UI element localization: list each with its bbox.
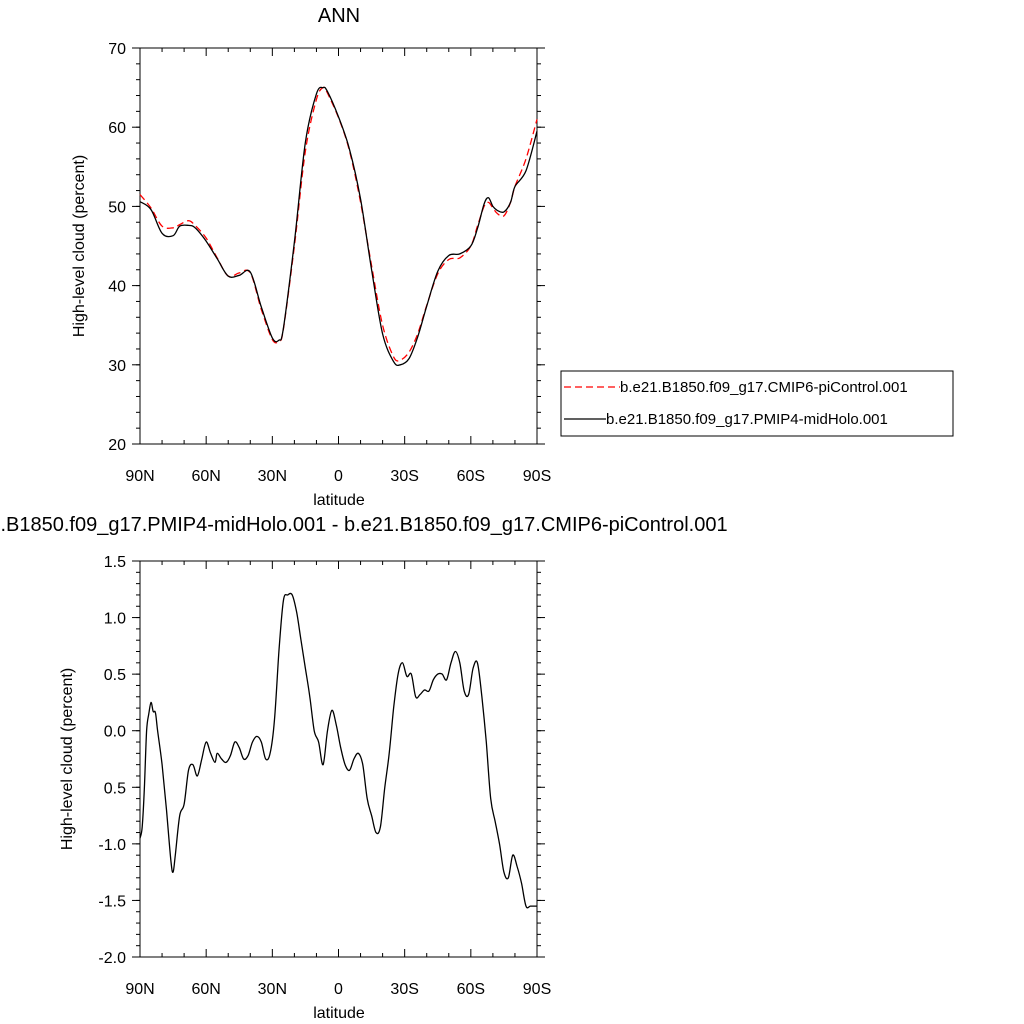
x-tick-label: 90N [125,981,154,998]
legend-box [560,370,954,437]
x-tick-label: 60S [457,981,485,998]
y-tick-label: 60 [108,120,126,137]
top-x-axis-label: latitude [313,492,365,509]
x-tick-label: 30S [390,468,418,485]
x-tick-label: 30N [258,468,287,485]
top-panel: ANN 90N 60N 30N 0 30S 60S 90S 20 30 40 50 60 70 lati… [71,5,954,509]
x-tick-label: 60S [457,468,485,485]
series-line-0-0 [139,86,538,362]
top-plot-frame [139,47,538,445]
x-tick-label: 0 [334,981,343,998]
y-tick-label: 0.5 [104,667,126,684]
bottom-x-axis-label: latitude [313,1005,365,1022]
y-tick-label: -1.0 [98,837,126,854]
y-tick-label: 0.0 [104,724,126,741]
series-line-0-1 [139,86,538,367]
y-tick-label: 30 [108,358,126,375]
x-tick-label: 90N [125,468,154,485]
x-tick-label: 60N [191,468,220,485]
top-chart-title: ANN [318,5,360,27]
x-tick-label: 0 [334,468,343,485]
x-tick-label: 90S [523,981,551,998]
x-tick-label: 30N [258,981,287,998]
bottom-plot-frame [139,560,538,958]
y-tick-label: 1.0 [104,611,126,628]
y-tick-label: 70 [108,41,126,58]
x-tick-label: 30S [390,981,418,998]
bottom-y-axis-label: High-level cloud (percent) [59,668,76,850]
x-tick-label: 90S [523,468,551,485]
bottom-panel: b.e21.B1850.f09_g17.PMIP4-midHolo.001 - … [0,514,728,1022]
y-tick-label: 20 [108,437,126,454]
legend-label-picontrol: b.e21.B1850.f09_g17.CMIP6-piControl.001 [620,379,908,396]
y-tick-label: -1.5 [98,893,126,910]
x-tick-label: 60N [191,981,220,998]
y-tick-label: 40 [108,279,126,296]
bottom-chart-title: b.e21.B1850.f09_g17.PMIP4-midHolo.001 - … [0,514,728,536]
legend: b.e21.B1850.f09_g17.CMIP6-piControl.001 … [560,370,954,437]
y-tick-label: 1.5 [104,554,126,571]
y-tick-label: -2.0 [98,950,126,967]
top-y-axis-label: High-level cloud (percent) [71,155,88,337]
y-tick-label: 50 [108,199,126,216]
y-tick-label: 0.5 [104,780,126,797]
legend-label-midholo: b.e21.B1850.f09_g17.PMIP4-midHolo.001 [606,411,888,428]
series-line-1-0 [139,592,537,909]
